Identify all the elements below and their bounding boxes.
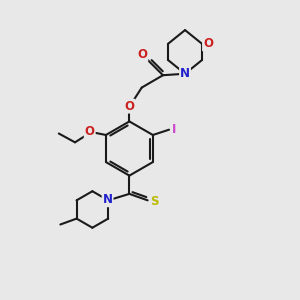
Text: N: N — [103, 193, 112, 206]
Text: N: N — [180, 67, 190, 80]
Text: O: O — [137, 48, 147, 61]
Text: O: O — [85, 125, 95, 138]
Text: S: S — [150, 195, 158, 208]
Text: I: I — [172, 123, 176, 136]
Text: O: O — [124, 100, 134, 112]
Text: O: O — [203, 38, 213, 50]
